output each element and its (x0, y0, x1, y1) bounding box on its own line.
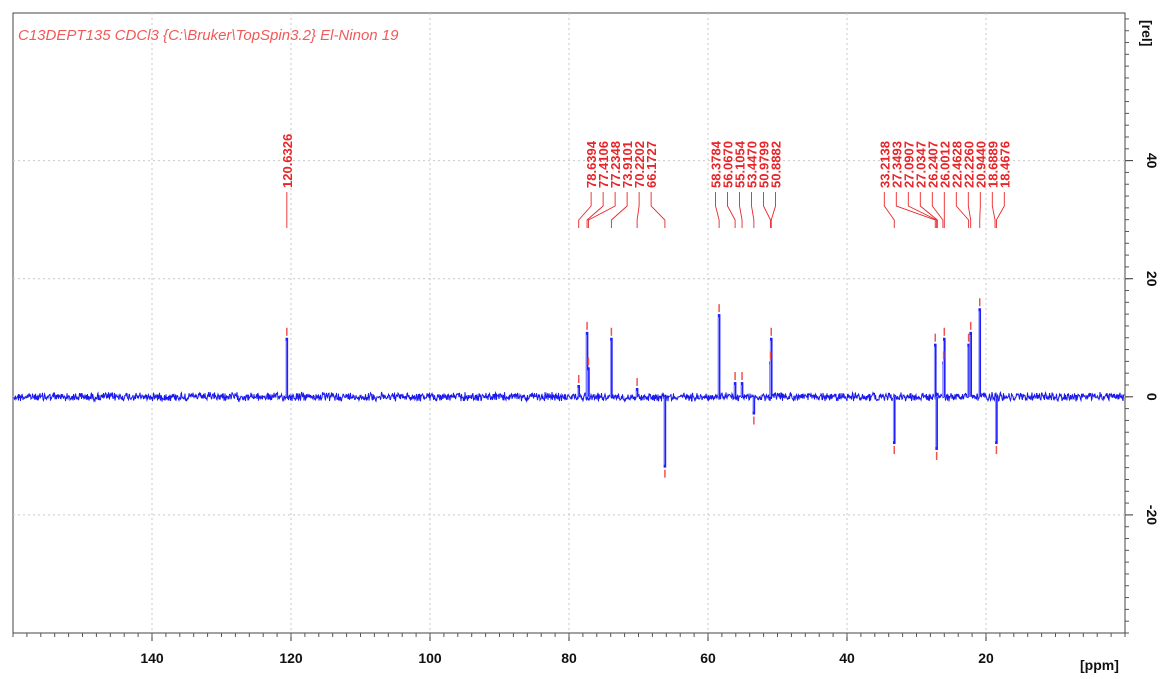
peak-label: 22.4628 (949, 141, 964, 188)
peak-label-connector (995, 192, 1005, 228)
peak-label-connector (931, 192, 944, 228)
peak-label: 20.9440 (973, 141, 988, 188)
x-tick-label: 120 (279, 650, 303, 666)
x-tick-label: 40 (839, 650, 855, 666)
y-tick-label: 40 (1144, 153, 1160, 169)
peak-label-connector (991, 192, 996, 228)
peak-markers (286, 298, 998, 478)
peak-label: 18.4676 (997, 141, 1012, 188)
x-tick-label: 80 (561, 650, 577, 666)
peak-label: 33.2138 (877, 141, 892, 188)
peak-label: 53.4470 (745, 141, 760, 188)
peak-label-connector (883, 192, 895, 228)
peak-label-connector (919, 192, 938, 228)
peak-label: 22.2260 (961, 141, 976, 188)
peak-label-connector (739, 192, 743, 228)
peak-label: 77.4106 (596, 141, 611, 188)
peak-label: 50.8882 (769, 141, 784, 188)
spectrum-baseline (13, 390, 1125, 403)
y-axis-unit: [rel] (1139, 20, 1155, 46)
peak-label-connector (588, 192, 616, 228)
peak-label: 18.6889 (985, 141, 1000, 188)
peak-label: 73.9101 (620, 141, 635, 188)
peak-label-connector (636, 192, 640, 228)
peak-label-connector (895, 192, 936, 228)
peak-label-connector (907, 192, 938, 228)
x-tick-label: 100 (418, 650, 442, 666)
peak-label-connector (650, 192, 666, 228)
spectrum-title: C13DEPT135 CDCl3 {C:\Bruker\TopSpin3.2} … (18, 27, 399, 44)
peak-label: 27.0347 (913, 141, 928, 188)
y-tick-label: 20 (1144, 271, 1160, 287)
peak-label: 50.9799 (757, 141, 772, 188)
noise-baseline (13, 390, 1125, 403)
peak-label: 120.6326 (280, 134, 295, 188)
peak-label-connector (610, 192, 628, 228)
axis-ticks: 140 120 100 80 60 40 20 40 20 0 -20 (12, 18, 1160, 666)
peak-label-connector (727, 192, 736, 228)
peak-label: 58.3784 (709, 140, 724, 188)
peak-label-connector (586, 192, 604, 228)
x-axis-unit: [ppm] (1080, 657, 1119, 673)
peak-label-connector (715, 192, 720, 228)
peak-label: 78.6394 (584, 140, 599, 188)
x-tick-label: 60 (700, 650, 716, 666)
peak-label-connector (751, 192, 755, 228)
peak-label-connector (770, 192, 776, 228)
peak-label: 77.2348 (608, 141, 623, 188)
peak-labels: 120.6326 78.639477.410677.234873.910170.2… (280, 134, 1012, 228)
peak-label: 55.1054 (733, 140, 748, 188)
peak-label: 26.2407 (925, 141, 940, 188)
peak-label-connector (967, 192, 972, 228)
peak-label-connector (763, 192, 771, 228)
y-tick-label: -20 (1144, 505, 1160, 525)
peak-label: 27.0907 (901, 141, 916, 188)
peak-label: 70.2202 (632, 141, 647, 188)
peak-label: 66.1727 (644, 141, 659, 188)
y-tick-label: 0 (1144, 393, 1160, 401)
peak-label-connector (979, 192, 981, 228)
x-tick-label: 140 (140, 650, 164, 666)
x-tick-label: 20 (978, 650, 994, 666)
peak-label: 56.0670 (721, 141, 736, 188)
peak-lines (285, 308, 998, 468)
peak-label-connector (955, 192, 970, 228)
peak-label-connector (578, 192, 592, 228)
peak-label: 27.3493 (889, 141, 904, 188)
peak-label: 26.0012 (937, 141, 952, 188)
